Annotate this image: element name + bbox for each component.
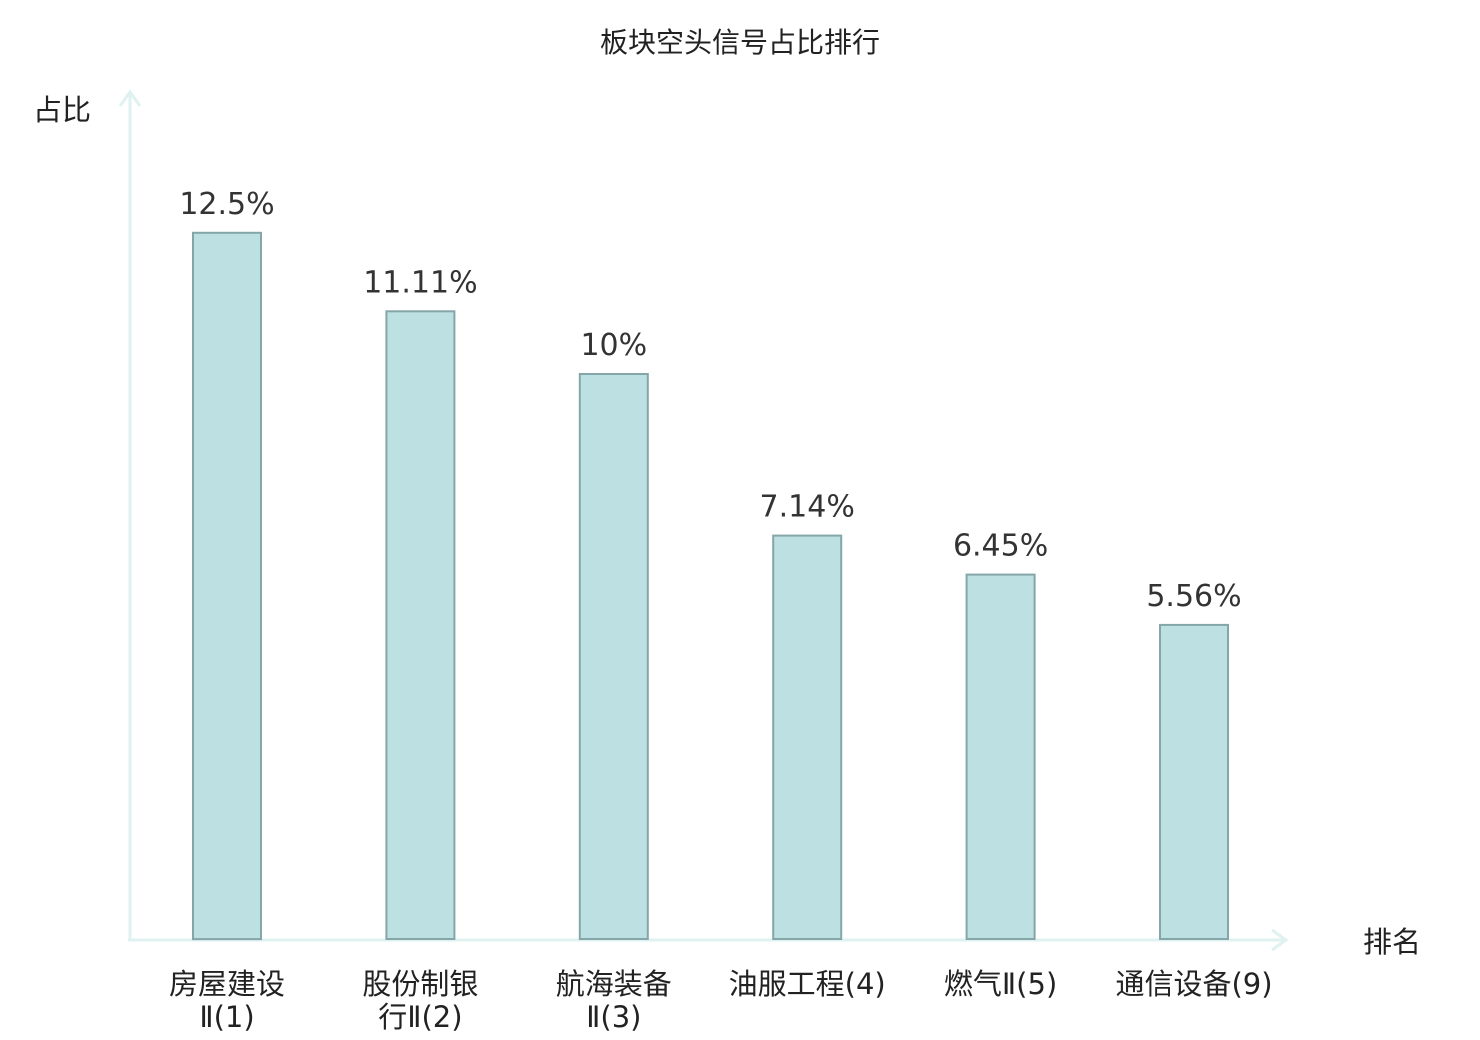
x-axis-label: 排名: [1363, 925, 1421, 959]
value-label-group: 12.5% 11.11% 10% 7.14% 6.45% 5.56%: [179, 187, 1241, 614]
category-label: 通信设备(9): [1115, 967, 1272, 1001]
y-axis: 占比: [33, 89, 142, 940]
category-label-group: 房屋建设 Ⅱ(1) 股份制银行Ⅱ(2) 航海装备 Ⅱ(3) 油服工程(4) 燃气Ⅱ(5) 通信…: [169, 967, 1273, 1034]
bar-group: [192, 231, 1229, 941]
category-label-line: 航海装备: [556, 967, 672, 1001]
category-label-line: Ⅱ(3): [586, 1000, 641, 1034]
chart-title: 板块空头信号占比排行: [600, 26, 880, 59]
bar-value-label: 6.45%: [953, 529, 1048, 564]
bar: [772, 534, 843, 940]
category-label: 房屋建设 Ⅱ(1): [169, 967, 285, 1034]
category-label-line: Ⅱ(1): [199, 1000, 254, 1034]
bar-value-label: 7.14%: [760, 490, 855, 525]
bar: [385, 310, 456, 940]
bar: [965, 573, 1036, 940]
category-label-line: 股份制银: [362, 967, 478, 1001]
category-label-line: 通信设备(9): [1115, 967, 1272, 1001]
category-label: 油服工程(4): [729, 967, 886, 1001]
x-axis: 排名: [128, 925, 1421, 959]
category-label-line: 房屋建设: [169, 967, 285, 1001]
bar: [192, 231, 262, 941]
category-label: 燃气Ⅱ(5): [944, 967, 1057, 1001]
bar-value-label: 10%: [580, 328, 647, 363]
category-label-line: 行Ⅱ(2): [378, 1000, 462, 1034]
bar-value-label: 12.5%: [179, 187, 274, 222]
category-label-line: 油服工程(4): [729, 967, 886, 1001]
y-axis-arrow: [118, 89, 142, 107]
bar-value-label: 5.56%: [1146, 579, 1241, 614]
y-axis-label: 占比: [33, 93, 91, 127]
category-label: 股份制银行Ⅱ(2): [362, 967, 478, 1034]
bar: [578, 373, 649, 940]
category-label: 航海装备 Ⅱ(3): [556, 967, 672, 1034]
category-label-line: 燃气Ⅱ(5): [944, 967, 1057, 1001]
bar: [1159, 623, 1229, 941]
bar-value-label: 11.11%: [363, 265, 477, 300]
x-axis-arrow: [1271, 928, 1289, 952]
